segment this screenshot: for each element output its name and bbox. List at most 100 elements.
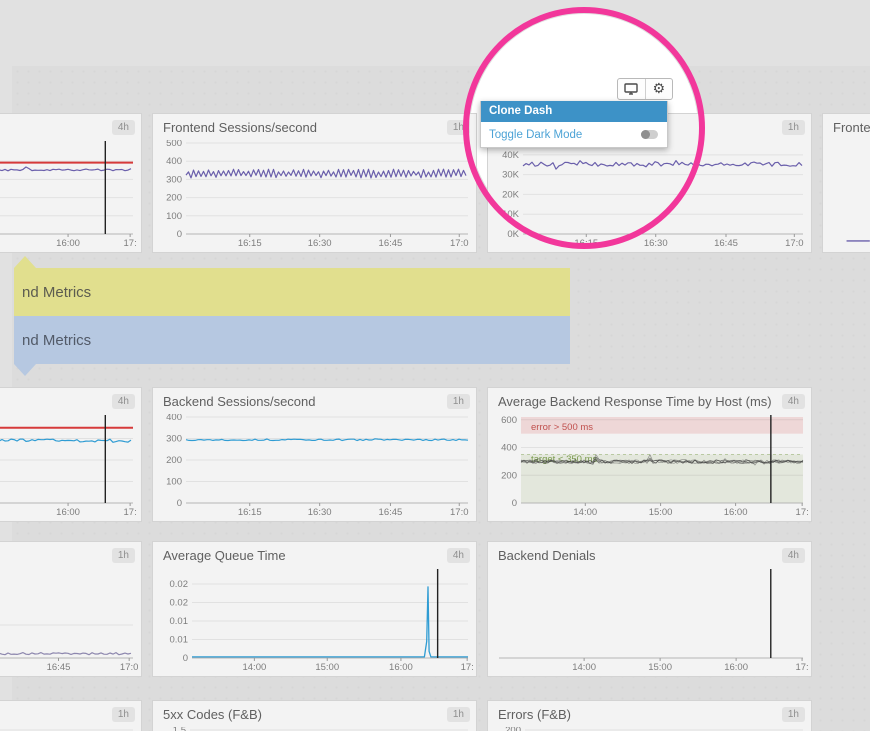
svg-text:16:15: 16:15 [238, 238, 262, 249]
chart-plot[interactable]: 16:00 17: [0, 414, 138, 518]
timeframe-badge[interactable]: 1h [111, 707, 135, 722]
timeframe-badge[interactable]: 1h [446, 707, 470, 722]
chart-tile-errors: Errors (F&B) 1h 200 [487, 700, 812, 731]
svg-text:0: 0 [177, 229, 182, 240]
svg-text:0: 0 [177, 498, 182, 509]
svg-text:0.01: 0.01 [170, 634, 189, 645]
chart-plot[interactable]: 14:00 15:00 16:00 17: [491, 568, 808, 673]
banner-label: nd Metrics [22, 331, 92, 349]
svg-text:15:00: 15:00 [649, 507, 673, 518]
svg-text:1.5: 1.5 [173, 727, 186, 731]
svg-text:200: 200 [505, 727, 521, 731]
svg-text:300: 300 [166, 434, 182, 445]
dark-mode-toggle[interactable] [641, 130, 658, 139]
chart-plot[interactable]: 0 100 200 300 400 16:15 16:30 16:45 17:0 [156, 414, 473, 518]
svg-text:300: 300 [166, 174, 182, 185]
svg-text:15:00: 15:00 [315, 662, 339, 673]
svg-text:30K: 30K [502, 170, 520, 181]
timeframe-badge[interactable]: 4h [446, 548, 470, 563]
timeframe-badge[interactable]: 1h [446, 120, 470, 135]
chart-plot[interactable]: 0 100 200 300 400 500 16:15 16:30 16:45 17:0 [156, 140, 473, 249]
chart-title: Average Backend Response Time by Host (m… [498, 394, 772, 409]
chart-tile-frontend-sessions-4h: 4h 16:00 17: [0, 113, 142, 253]
svg-text:16:00: 16:00 [56, 238, 80, 249]
timeframe-badge[interactable]: 1h [111, 548, 135, 563]
settings-button[interactable]: ⚙ [644, 79, 673, 99]
monitor-icon [624, 83, 638, 95]
menu-item-clone-dash[interactable]: Clone Dash [481, 101, 667, 122]
svg-text:100: 100 [166, 211, 182, 222]
chart-plot[interactable]: 16:45 17:0 [0, 568, 138, 673]
svg-text:16:00: 16:00 [724, 507, 748, 518]
svg-text:0.02: 0.02 [170, 579, 189, 590]
svg-text:400: 400 [166, 414, 182, 423]
svg-text:16:15: 16:15 [238, 507, 262, 518]
chart-plot[interactable]: 0K 10K 20K 30K 40K 16:15 16:30 16:45 17:0 [491, 140, 808, 249]
chart-tile-cut-bottom: 1h [0, 700, 142, 731]
svg-text:0.02: 0.02 [170, 597, 189, 608]
chart-title: Frontend Sessions/second [163, 120, 317, 135]
timeframe-badge[interactable]: 4h [781, 548, 805, 563]
chart-plot[interactable]: 0 0.01 0.01 0.02 0.02 14:00 15:00 16:00 17: [156, 568, 473, 673]
svg-text:16:30: 16:30 [308, 238, 332, 249]
svg-text:0: 0 [512, 498, 517, 509]
svg-text:200: 200 [166, 193, 182, 204]
svg-text:600: 600 [501, 415, 517, 426]
svg-text:16:30: 16:30 [644, 238, 668, 249]
svg-text:14:00: 14:00 [242, 662, 266, 673]
svg-text:15:00: 15:00 [648, 662, 672, 673]
chart-plot[interactable]: 200 [491, 727, 808, 731]
chart-tile-backend-sessions: Backend Sessions/second 1h 0 100 200 300 400… [152, 387, 477, 522]
chart-tile-cut-1h: 1h 16:45 17:0 [0, 541, 142, 677]
svg-text:17:0: 17:0 [120, 662, 138, 673]
chart-plot[interactable] [0, 727, 138, 731]
toggle-knob [641, 130, 650, 139]
chart-title: Errors (F&B) [498, 707, 571, 722]
timeframe-badge[interactable]: 1h [781, 120, 805, 135]
timeframe-badge[interactable]: 4h [781, 394, 805, 409]
svg-text:16:30: 16:30 [308, 507, 332, 518]
timeframe-badge[interactable]: 1h [446, 394, 470, 409]
chart-tile-backend-denials: Backend Denials 4h 14:00 15:00 16:00 17: [487, 541, 812, 677]
chart-title: Backend Denials [498, 548, 596, 563]
svg-text:0: 0 [183, 653, 188, 664]
svg-text:17:: 17: [461, 662, 473, 673]
svg-text:200: 200 [501, 470, 517, 481]
chart-plot[interactable] [826, 140, 870, 249]
chart-plot[interactable]: 16:00 17: [0, 140, 138, 249]
chart-tile-5xx-codes: 5xx Codes (F&B) 1h 1.5 [152, 700, 477, 731]
svg-text:17:: 17: [796, 507, 808, 518]
svg-text:10K: 10K [502, 209, 520, 220]
chart-plot[interactable]: 1.5 [156, 727, 473, 731]
dashboard-toolbar: ⚙ [617, 78, 673, 100]
svg-text:14:00: 14:00 [573, 507, 597, 518]
chart-title: Average Queue Time [163, 548, 286, 563]
presentation-mode-button[interactable] [618, 79, 645, 99]
chart-plot[interactable]: error > 500 ms target < 350 ms 0 200 400 600 1… [491, 414, 808, 518]
svg-text:17:: 17: [124, 238, 137, 249]
svg-text:target < 350 ms: target < 350 ms [531, 454, 598, 465]
svg-text:200: 200 [166, 455, 182, 466]
svg-text:16:00: 16:00 [56, 507, 80, 518]
banner-label: nd Metrics [22, 283, 92, 301]
chart-tile-average-queue-time: Average Queue Time 4h 0 0.01 0.01 0.02 0.02 1… [152, 541, 477, 677]
menu-item-label: Toggle Dark Mode [489, 128, 583, 141]
timeframe-badge[interactable]: 1h [781, 707, 805, 722]
gear-icon: ⚙ [652, 81, 666, 97]
svg-text:16:45: 16:45 [47, 662, 71, 673]
svg-text:16:45: 16:45 [379, 507, 403, 518]
svg-text:400: 400 [166, 156, 182, 167]
svg-text:error > 500 ms: error > 500 ms [531, 422, 593, 433]
timeframe-badge[interactable]: 4h [111, 120, 135, 135]
svg-text:16:15: 16:15 [574, 238, 598, 249]
timeframe-badge[interactable]: 4h [111, 394, 135, 409]
svg-text:500: 500 [166, 140, 182, 149]
svg-text:17:0: 17:0 [450, 238, 469, 249]
note-banner-backend-metrics: nd Metrics [14, 316, 570, 376]
chart-tile-backend-response-time: Average Backend Response Time by Host (m… [487, 387, 812, 522]
chart-title: Backend Sessions/second [163, 394, 316, 409]
menu-item-toggle-dark-mode[interactable]: Toggle Dark Mode [481, 122, 667, 147]
svg-text:17:: 17: [124, 507, 137, 518]
svg-text:17:: 17: [795, 662, 808, 673]
